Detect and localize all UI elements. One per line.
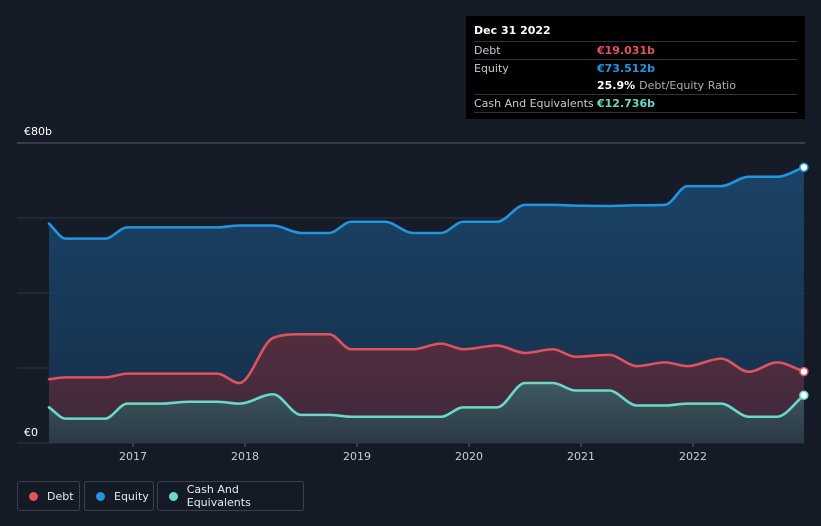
tooltip-equity-row: Equity €73.512b [474, 59, 797, 77]
y-tick-label-zero: €0 [24, 426, 38, 439]
series-lines [47, 166, 806, 420]
tooltip-cash-row: Cash And Equivalents €12.736b [474, 94, 797, 113]
legend-item-equity[interactable]: Equity [84, 481, 154, 511]
x-axis-ticks: 2017 2018 2019 2020 2021 2022 [119, 443, 707, 463]
tooltip-cash-label: Cash And Equivalents [474, 97, 594, 110]
tooltip-ratio-label: Debt/Equity Ratio [639, 79, 736, 92]
x-tick-label: 2022 [679, 450, 707, 463]
tooltip-debt-row: Debt €19.031b [474, 41, 797, 59]
cash-area [49, 383, 804, 443]
x-tick-label: 2021 [567, 450, 595, 463]
tooltip-equity-label: Equity [474, 62, 509, 75]
legend-debt-label: Debt [47, 489, 74, 503]
equity-line [47, 166, 806, 240]
legend-equity-label: Equity [114, 489, 149, 503]
debt-legend-dot-icon [29, 491, 38, 501]
tooltip-equity-value: €73.512b [597, 62, 655, 75]
cash-line [47, 381, 806, 420]
x-tick-label: 2017 [119, 450, 147, 463]
debt-end-marker [799, 366, 809, 377]
tooltip-debt-label: Debt [474, 44, 501, 57]
legend-item-cash[interactable]: Cash And Equivalents [157, 481, 304, 511]
legend-item-debt[interactable]: Debt [17, 481, 80, 511]
equity-legend-dot-icon [96, 491, 105, 501]
tooltip-ratio-row: 25.9% Debt/Equity Ratio [474, 77, 797, 94]
x-tick-label: 2018 [231, 450, 259, 463]
tooltip-panel: Dec 31 2022 Debt €19.031b Equity €73.512… [466, 16, 805, 119]
tooltip-cash-value: €12.736b [597, 97, 655, 110]
cash-legend-dot-icon [169, 491, 178, 501]
cash-end-marker [799, 390, 809, 400]
tooltip-debt-value: €19.031b [597, 44, 655, 57]
equity-end-marker [799, 162, 809, 173]
debt-line [47, 332, 806, 385]
end-markers [799, 162, 809, 400]
x-tick-label: 2019 [343, 450, 371, 463]
y-axis-ticks: €80b €0 [24, 125, 52, 439]
x-tick-label: 2020 [455, 450, 483, 463]
y-tick-label-max: €80b [24, 125, 52, 138]
series-areas [49, 167, 804, 443]
tooltip-date: Dec 31 2022 [474, 24, 551, 37]
legend-cash-label: Cash And Equivalents [186, 483, 251, 509]
tooltip-ratio-value: 25.9% [597, 79, 636, 92]
